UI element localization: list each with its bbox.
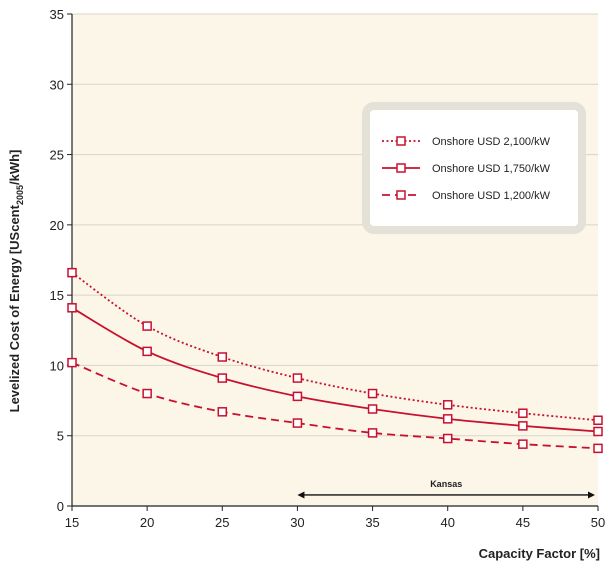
series-3-point-15 [67,357,77,368]
series-group [67,267,603,454]
annotation-label: Kansas [430,479,462,489]
x-tick-label: 50 [591,515,605,530]
series-2 [67,303,603,437]
series-1 [67,267,603,426]
series-1-point-45 [518,408,528,418]
legend-label: Onshore USD 1,750/kW [432,163,551,175]
series-3 [67,357,603,454]
y-tick-label: 5 [57,429,64,444]
x-tick-label: 15 [65,515,79,530]
legend: Onshore USD 2,100/kW Onshore USD 1,750/kW… [362,102,586,234]
y-tick-labels: 0 5 10 15 20 25 30 35 [50,7,72,514]
series-2-point-50 [593,426,603,437]
series-1-point-40 [442,400,453,410]
annotation-group: Kansas [297,479,595,499]
axes [71,14,598,507]
series-2-point-30 [292,391,303,402]
series-1-point-50 [593,415,603,426]
series-1-point-15 [67,267,77,278]
series-1-point-35 [367,388,378,399]
x-tick-label: 45 [516,515,530,530]
series-3-point-30 [292,418,303,428]
series-1-point-25 [217,352,228,362]
y-tick-label: 15 [50,288,64,303]
y-tick-label: 35 [50,7,64,22]
x-tick-label: 30 [290,515,304,530]
series-3-point-50 [593,443,603,454]
legend-label: Onshore USD 1,200/kW [432,190,551,202]
series-2-point-40 [442,414,453,424]
y-axis-label-end: /kWh] [7,150,22,185]
y-axis-label: Levelized Cost of Energy [UScent2005/kWh… [7,150,25,413]
legend-item-1: Onshore USD 2,100/kW [382,136,551,148]
x-tick-label: 25 [215,515,229,530]
series-3-point-40 [442,433,453,444]
y-tick-label: 0 [57,499,64,514]
legend-item-3: Onshore USD 1,200/kW [382,190,551,202]
x-tick-label: 40 [440,515,454,530]
series-3-point-45 [518,439,528,449]
legend-box [370,110,578,226]
annotation-arrow-right [588,491,595,499]
x-tick-label: 20 [140,515,154,530]
series-2-point-15 [67,303,77,313]
series-2-point-20 [142,346,152,357]
series-2-point-35 [367,404,378,414]
annotation-arrow-left [297,491,305,499]
legend-item-2: Onshore USD 1,750/kW [382,163,551,175]
series-3-point-35 [367,428,378,438]
y-tick-label: 20 [50,218,64,233]
x-axis-label: Capacity Factor [%] [479,546,600,561]
series-2-point-45 [518,421,528,431]
y-tick-label: 25 [50,148,64,163]
legend-swatch-marker [396,136,406,146]
y-axis-label-subscript: 2005 [15,185,25,205]
series-2-point-25 [217,373,228,383]
series-1-point-20 [142,321,152,331]
y-tick-label: 10 [50,358,64,373]
legend-label: Onshore USD 2,100/kW [432,136,551,148]
x-tick-labels: 15 20 25 30 35 40 45 50 [65,506,605,530]
x-tick-label: 35 [365,515,379,530]
series-3-point-25 [217,407,228,417]
legend-swatch-marker [396,163,406,173]
y-axis-label-main: Levelized Cost of Energy [UScent [7,204,22,412]
series-1-point-30 [292,373,303,383]
gridlines [72,13,598,437]
series-3-point-20 [142,388,152,399]
y-tick-label: 30 [50,77,64,92]
plot-background [72,14,598,506]
legend-swatch-marker [396,190,406,200]
